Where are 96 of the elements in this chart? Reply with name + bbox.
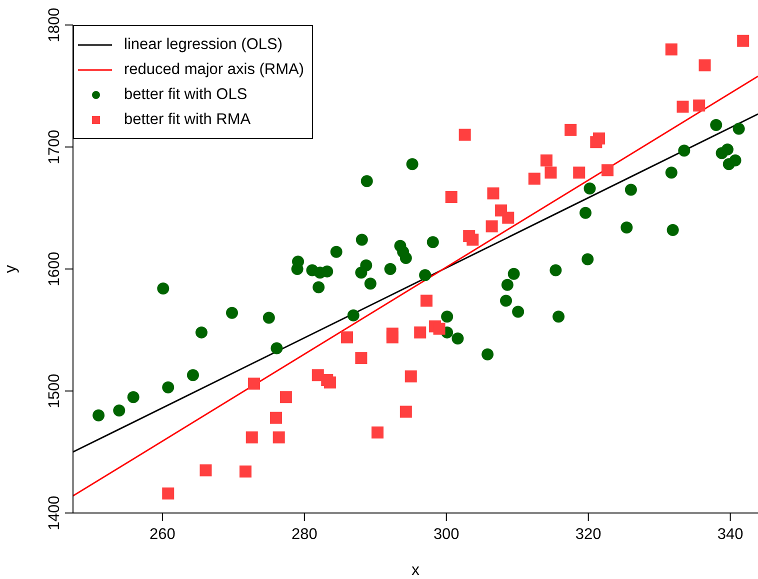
point xyxy=(272,431,285,444)
point xyxy=(452,332,464,345)
point xyxy=(693,100,706,112)
point xyxy=(540,154,552,166)
point xyxy=(729,154,742,166)
point xyxy=(592,132,605,144)
point xyxy=(544,166,557,179)
point xyxy=(186,369,199,382)
point xyxy=(321,265,334,278)
point xyxy=(501,278,514,291)
point xyxy=(195,326,208,338)
y-axis-title: y xyxy=(2,265,20,273)
point xyxy=(312,281,325,294)
point xyxy=(400,252,412,264)
point xyxy=(341,331,353,344)
y-tick-label: 1800 xyxy=(46,7,63,42)
point xyxy=(580,206,592,219)
point xyxy=(372,426,384,438)
x-tick-label: 300 xyxy=(433,526,460,543)
y-tick-label: 1600 xyxy=(46,251,63,286)
point xyxy=(482,348,494,360)
point xyxy=(487,187,500,200)
point xyxy=(665,166,678,179)
point xyxy=(414,326,426,338)
point xyxy=(239,466,252,478)
point xyxy=(676,100,689,113)
point xyxy=(737,34,750,47)
point xyxy=(270,342,283,354)
x-axis-title: x xyxy=(412,562,420,579)
point xyxy=(384,263,396,275)
point xyxy=(441,310,454,323)
point xyxy=(157,282,170,295)
point xyxy=(324,376,336,388)
point xyxy=(624,184,637,196)
point xyxy=(573,166,586,179)
point xyxy=(666,224,679,236)
point xyxy=(698,59,711,72)
y-tick-label: 1500 xyxy=(46,373,63,408)
point xyxy=(92,409,105,422)
point xyxy=(665,43,678,56)
point xyxy=(360,175,373,188)
x-tick-label: 260 xyxy=(150,526,176,543)
point xyxy=(262,312,275,324)
point xyxy=(419,269,432,282)
point xyxy=(466,234,479,246)
point xyxy=(550,264,562,276)
point xyxy=(458,128,471,141)
point xyxy=(270,412,282,424)
y-tick-label: 1400 xyxy=(46,495,63,530)
legend-label: linear legression (OLS) xyxy=(124,36,283,54)
point xyxy=(162,381,174,394)
point xyxy=(502,212,514,224)
point xyxy=(420,294,433,307)
point xyxy=(248,378,260,390)
point xyxy=(330,246,342,258)
point xyxy=(445,191,458,204)
point xyxy=(620,222,633,234)
point xyxy=(162,487,174,500)
point xyxy=(226,306,238,319)
point xyxy=(500,294,512,307)
point xyxy=(386,331,398,344)
point xyxy=(710,119,722,132)
point xyxy=(280,391,292,404)
point xyxy=(400,406,412,418)
point xyxy=(486,220,498,232)
point xyxy=(508,268,520,280)
x-tick-label: 280 xyxy=(291,526,318,543)
point xyxy=(364,278,376,290)
point xyxy=(582,253,594,266)
point xyxy=(602,164,614,176)
x-tick-label: 320 xyxy=(575,526,602,543)
point xyxy=(406,158,418,170)
legend-label: better fit with RMA xyxy=(124,110,251,128)
point xyxy=(355,266,368,279)
x-tick-label: 340 xyxy=(717,526,744,543)
point xyxy=(721,143,734,156)
point xyxy=(246,431,258,444)
legend-label: better fit with OLS xyxy=(124,86,248,104)
point xyxy=(347,309,360,322)
point xyxy=(678,144,690,157)
point xyxy=(356,234,368,246)
point xyxy=(512,306,524,318)
point xyxy=(564,124,577,136)
point xyxy=(584,182,596,194)
point xyxy=(127,391,140,404)
point xyxy=(355,352,368,364)
legend-label: reduced major axis (RMA) xyxy=(124,60,304,78)
point xyxy=(528,172,540,185)
y-tick-label: 1700 xyxy=(46,129,63,164)
point xyxy=(552,310,565,323)
point xyxy=(200,464,212,476)
point xyxy=(426,236,439,248)
point xyxy=(404,370,417,382)
point xyxy=(113,404,126,417)
point xyxy=(433,322,446,335)
point xyxy=(732,122,745,135)
